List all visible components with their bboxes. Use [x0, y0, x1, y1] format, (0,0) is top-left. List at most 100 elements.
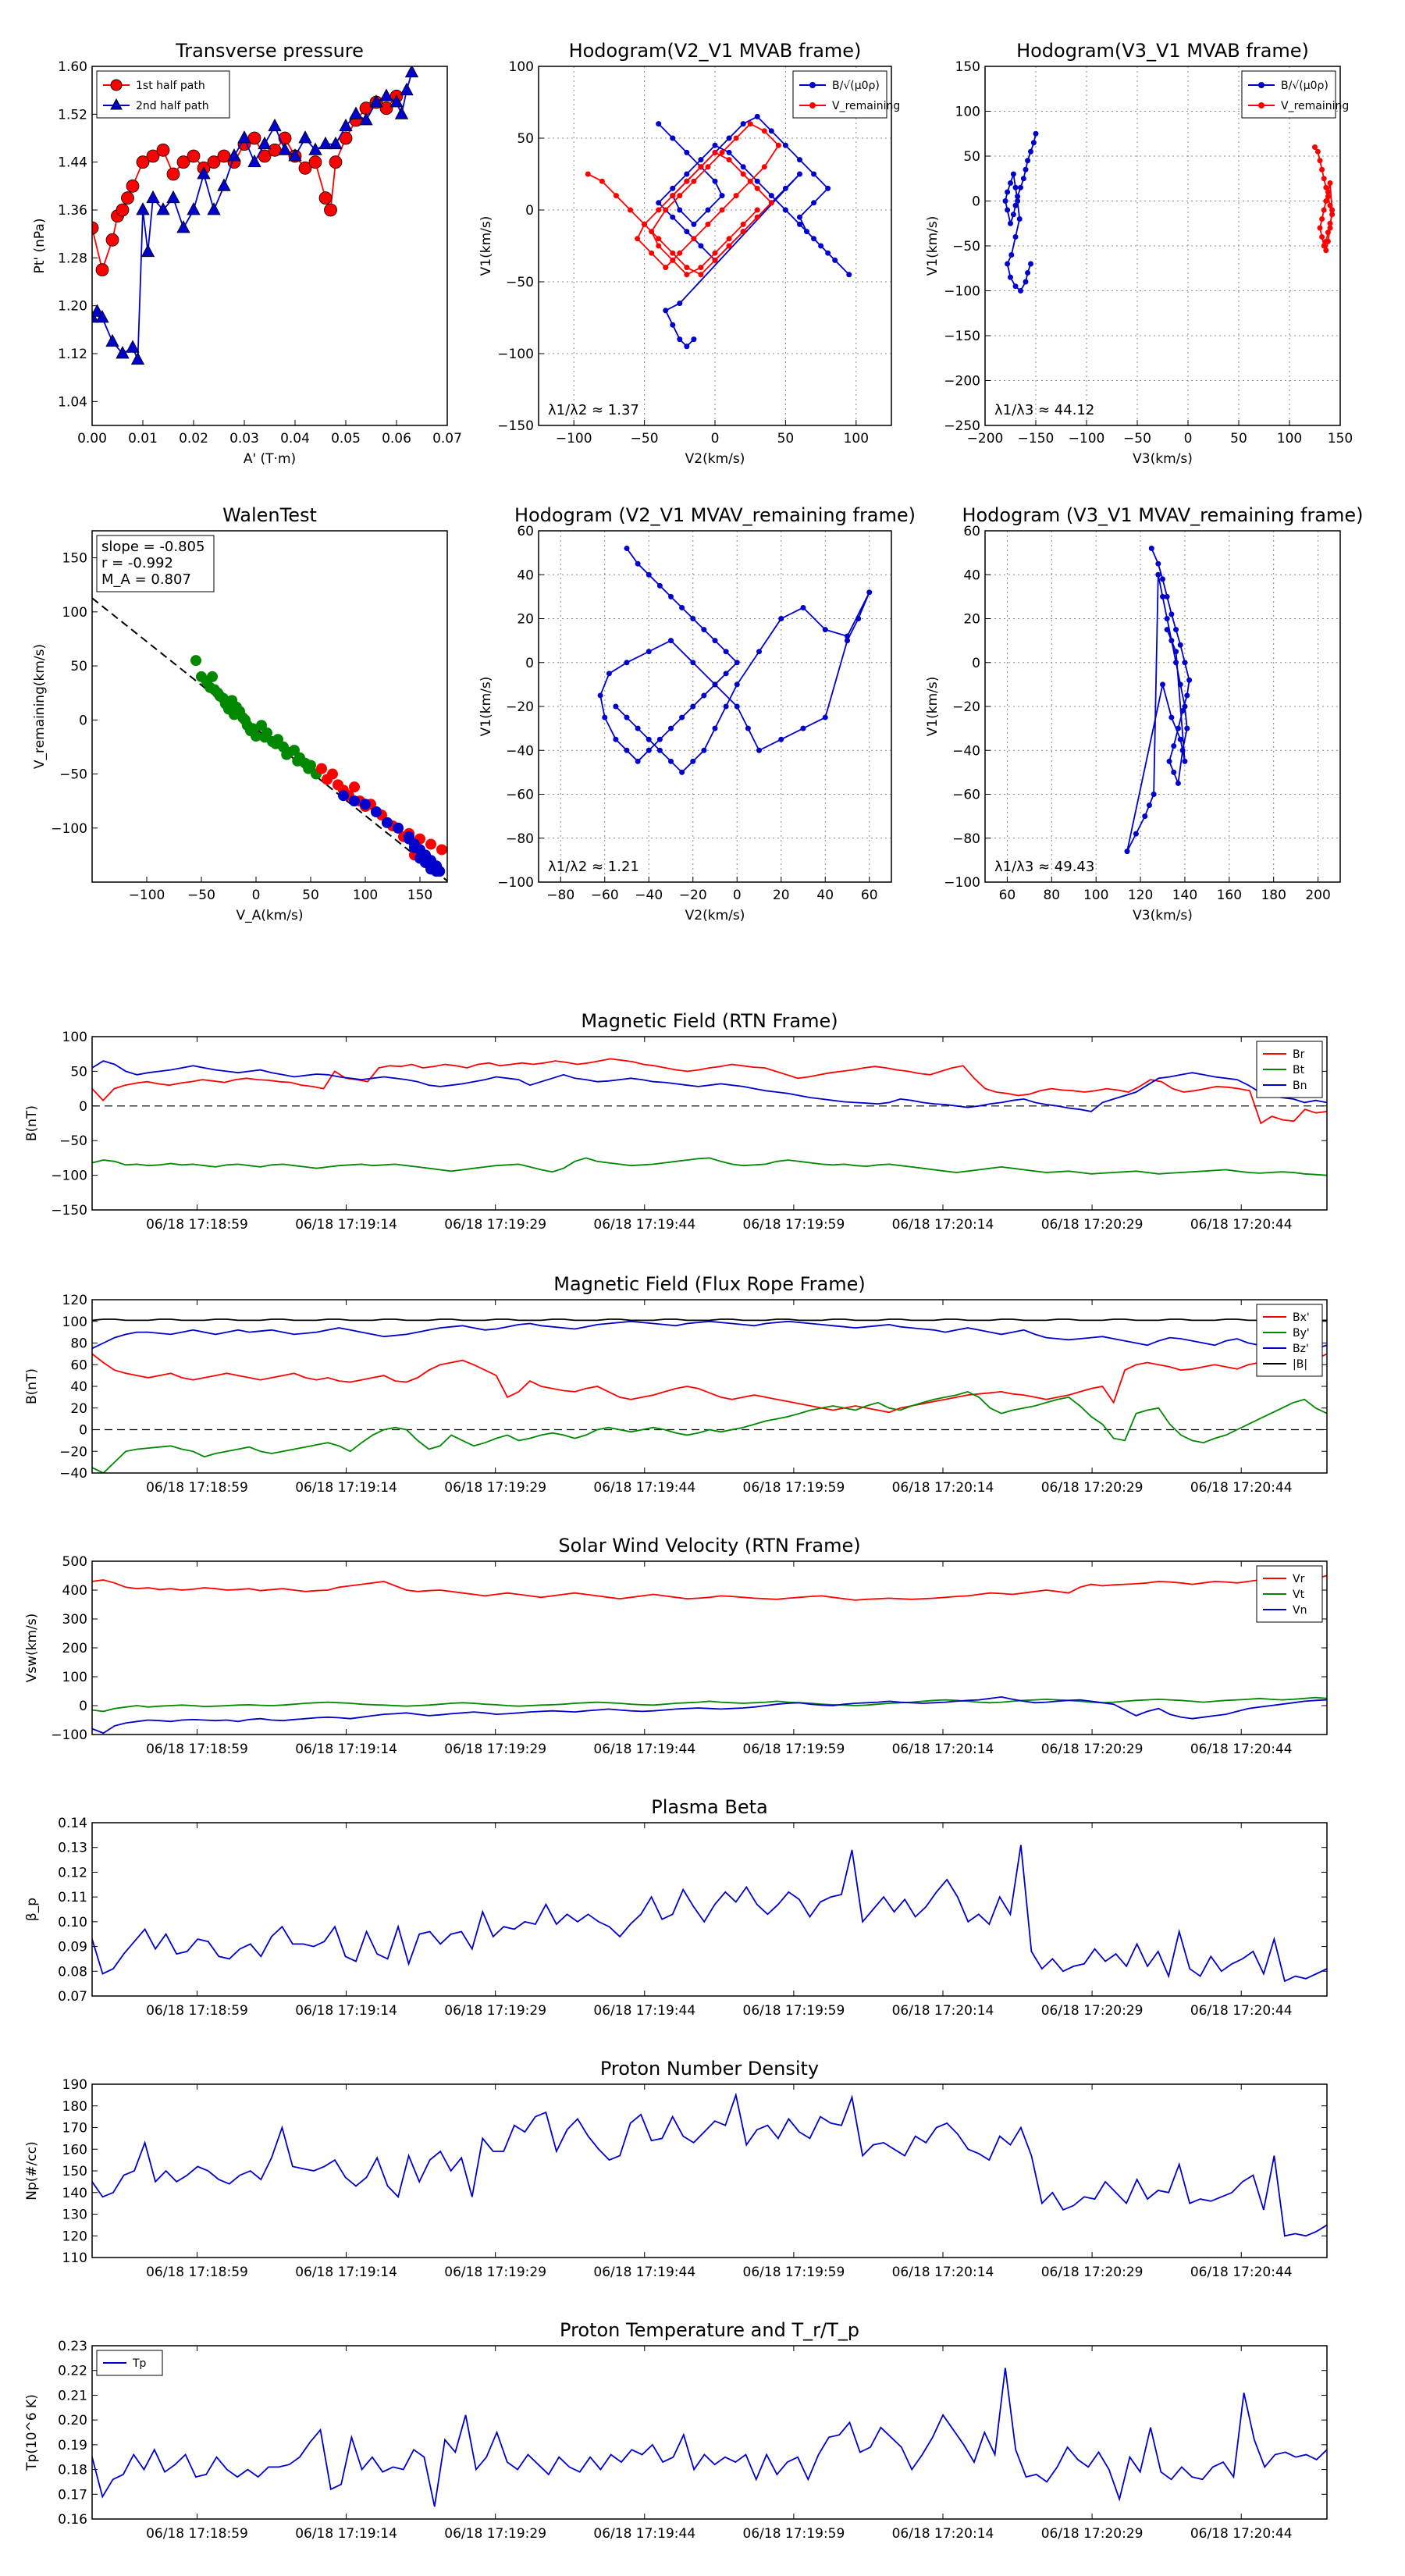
y-tick-label: 1.20 [58, 299, 87, 315]
data-point [1012, 202, 1019, 208]
plot-area [597, 546, 873, 775]
data-point [349, 781, 360, 793]
data-point [782, 185, 788, 191]
series-line-0 [92, 1845, 1327, 1983]
y-tick-label: 0.09 [58, 1940, 87, 1955]
data-point [1319, 166, 1325, 173]
data-point [1325, 238, 1331, 244]
y-tick-label: −20 [506, 699, 534, 715]
y-tick-label: 1.44 [58, 155, 87, 171]
x-tick-label: 06/18 17:19:59 [743, 1742, 845, 1757]
data-point [712, 257, 718, 263]
y-tick-label: −100 [944, 284, 980, 300]
data-point [726, 157, 732, 163]
data-point [176, 220, 190, 233]
data-point [116, 203, 130, 217]
x-tick-label: 160 [1217, 888, 1242, 903]
data-point [318, 136, 333, 150]
data-point [1033, 130, 1039, 137]
x-tick-label: 06/18 17:20:29 [1041, 1480, 1144, 1496]
data-point [656, 747, 663, 753]
data-point [1323, 247, 1329, 254]
x-tick-label: 180 [1261, 888, 1286, 903]
y-tick-label: 0.16 [58, 2512, 87, 2528]
plot-frame [91, 530, 448, 883]
data-point [1155, 560, 1161, 567]
y-axis-label: B(nT) [24, 1368, 40, 1404]
x-tick-label: 0 [711, 431, 720, 447]
y-tick-label: 190 [62, 2077, 87, 2093]
x-tick-label: 06/18 17:18:59 [146, 1217, 248, 1233]
series-line-1 [92, 1157, 1327, 1176]
y-axis-label: V1(km/s) [478, 216, 494, 276]
y-tick-label: −80 [506, 831, 534, 847]
data-point [684, 272, 690, 278]
vsw-chart: −100 0 100 200 300 400 500 06/18 17:18:59 06/18 … [24, 1535, 1328, 1757]
data-point [1179, 708, 1186, 714]
data-point [663, 308, 669, 314]
data-point [691, 336, 697, 343]
data-point [723, 671, 729, 677]
y-tick-label: −100 [944, 875, 980, 891]
data-point [281, 749, 293, 760]
x-tick-label: 06/18 17:19:29 [444, 2526, 546, 2542]
series-line-1 [92, 1390, 1327, 1473]
data-point [140, 244, 155, 258]
y-tick-label: 180 [62, 2099, 87, 2115]
data-point [705, 164, 711, 170]
data-point [796, 171, 802, 177]
plot-frame [91, 66, 448, 426]
data-point [1028, 148, 1033, 155]
data-point [825, 185, 831, 191]
x-tick-label: 06/18 17:20:14 [892, 1742, 994, 1757]
data-point [1023, 279, 1029, 285]
data-point [698, 265, 704, 271]
data-point [726, 135, 732, 141]
x-tick-label: 06/18 17:18:59 [146, 1480, 248, 1496]
y-tick-label: 20 [517, 612, 534, 628]
plot-area [585, 113, 852, 350]
data-point [822, 627, 828, 633]
data-point [303, 763, 315, 774]
data-point [268, 118, 282, 132]
x-tick-label: 100 [844, 431, 869, 447]
data-point [1321, 243, 1327, 249]
x-tick-label: 06/18 17:19:44 [593, 2003, 695, 2019]
bfield_rtn-chart: −150 −100 −50 0 50 100 06/18 17:18:59 06/18 17:… [24, 1010, 1328, 1233]
data-point [701, 747, 707, 753]
data-point [256, 720, 267, 731]
data-point [1325, 194, 1331, 200]
plot-frame [984, 66, 1341, 426]
data-point [1329, 212, 1336, 218]
y-tick-label: 60 [70, 1357, 87, 1373]
y-tick-label: −50 [59, 767, 87, 783]
data-point [646, 736, 652, 742]
data-point [832, 257, 838, 263]
legend-marker [1258, 102, 1264, 109]
y-tick-label: 1.28 [58, 251, 87, 266]
data-point [95, 263, 109, 277]
y-tick-label: 0.14 [58, 1816, 87, 1831]
beta-chart: 0.07 0.08 0.09 0.10 0.11 0.12 0.13 0.14 06/18 17… [24, 1796, 1328, 2019]
data-point [656, 200, 662, 206]
plot-area [92, 1058, 1327, 1176]
x-tick-label: 06/18 17:20:29 [1041, 1217, 1144, 1233]
data-point [197, 166, 211, 180]
y-tick-label: 150 [62, 2164, 87, 2179]
data-point [646, 649, 652, 655]
plot-area [92, 66, 419, 365]
data-point [278, 142, 292, 155]
data-point [679, 714, 685, 720]
data-point [745, 725, 751, 731]
data-point [677, 193, 683, 199]
data-point [723, 703, 729, 710]
x-tick-label: 06/18 17:19:29 [444, 2003, 546, 2019]
data-point [811, 200, 817, 206]
plot-area [92, 2092, 1327, 2237]
data-point [369, 94, 383, 108]
y-axis-label: B(nT) [24, 1105, 40, 1141]
x-tick-label: 06/18 17:20:14 [892, 2526, 994, 2542]
data-point [701, 692, 707, 699]
data-point [1015, 198, 1021, 204]
chart-title: WalenTest [222, 504, 317, 526]
